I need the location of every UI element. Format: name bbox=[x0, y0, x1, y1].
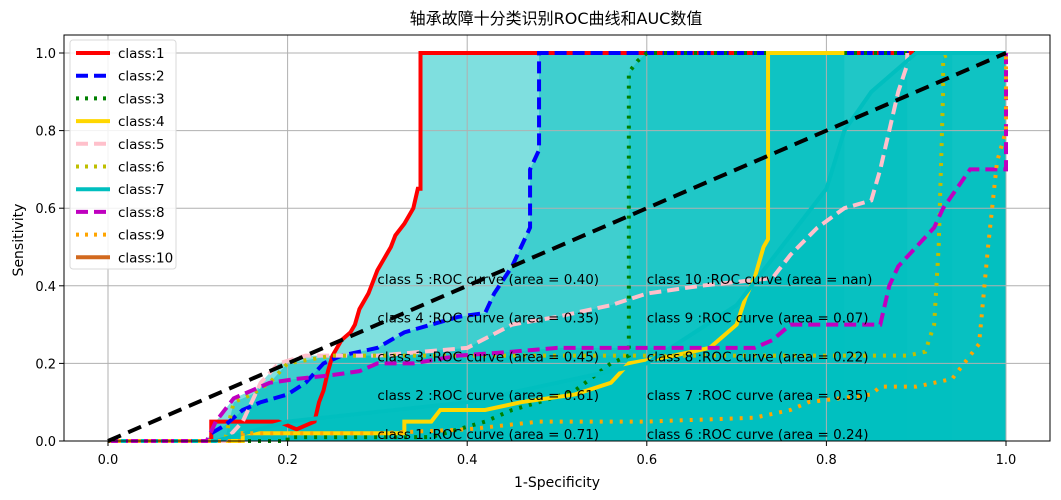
legend: class:1 class:2 class:3 class:4 class:5 class… bbox=[69, 39, 177, 270]
plot-area: class 5 :ROC curve (area = 0.40) class 4 … bbox=[63, 34, 1051, 443]
roc-curve-class-1 bbox=[108, 51, 1006, 443]
auc-annotation: class 7 :ROC curve (area = 0.35) bbox=[647, 388, 869, 404]
y-tick-label: 0.0 bbox=[35, 435, 56, 450]
auc-annotation: class 8 :ROC curve (area = 0.22) bbox=[647, 349, 869, 365]
auc-annotation: class 10 :ROC curve (area = nan) bbox=[647, 272, 873, 288]
y-axis-ticks: 0.0 0.2 0.4 0.6 0.8 1.0 bbox=[35, 47, 64, 450]
roc-curve-class-3 bbox=[108, 51, 1006, 443]
legend-label: class:2 bbox=[118, 69, 165, 85]
plot-frame bbox=[63, 34, 1051, 442]
y-tick-label: 0.2 bbox=[35, 357, 56, 372]
legend-label: class:1 bbox=[118, 46, 165, 62]
legend-label: class:10 bbox=[118, 250, 173, 266]
legend-label: class:9 bbox=[118, 228, 165, 244]
auc-annotation: class 4 :ROC curve (area = 0.35) bbox=[377, 311, 599, 327]
y-tick-label: 0.4 bbox=[35, 280, 56, 295]
legend-label: class:5 bbox=[118, 137, 165, 153]
auc-annotation: class 9 :ROC curve (area = 0.07) bbox=[647, 311, 869, 327]
legend-label: class:8 bbox=[118, 205, 165, 221]
auc-annotation: class 2 :ROC curve (area = 0.61) bbox=[377, 388, 599, 404]
roc-curve-class-4 bbox=[108, 51, 845, 443]
x-axis-ticks: 0.0 0.2 0.4 0.6 0.8 1.0 bbox=[98, 441, 1017, 468]
legend-label: class:4 bbox=[118, 114, 165, 130]
roc-curve-class-5 bbox=[108, 53, 910, 443]
auc-annotation: class 6 :ROC curve (area = 0.24) bbox=[647, 427, 869, 443]
x-tick-label: 0.6 bbox=[636, 453, 657, 468]
x-axis-label: 1-Specificity bbox=[514, 475, 600, 491]
y-tick-label: 1.0 bbox=[35, 47, 56, 62]
area-fill bbox=[108, 53, 1006, 441]
legend-label: class:3 bbox=[118, 91, 165, 107]
y-tick-label: 0.6 bbox=[35, 202, 56, 217]
legend-label: class:7 bbox=[118, 182, 165, 198]
x-tick-label: 0.4 bbox=[457, 453, 478, 468]
area-fill bbox=[108, 53, 1006, 441]
roc-curve-class-7 bbox=[108, 51, 1006, 443]
x-tick-label: 0.0 bbox=[98, 453, 119, 468]
roc-curve-class-6 bbox=[108, 51, 953, 443]
chance-diagonal bbox=[107, 51, 1007, 443]
roc-curve-class-2 bbox=[108, 51, 1006, 443]
roc-curves bbox=[108, 51, 1008, 443]
auc-annotation: class 3 :ROC curve (area = 0.45) bbox=[377, 349, 599, 365]
x-tick-label: 0.8 bbox=[816, 453, 837, 468]
auc-annotations: class 5 :ROC curve (area = 0.40) class 4 … bbox=[377, 272, 872, 443]
x-tick-label: 1.0 bbox=[996, 453, 1017, 468]
roc-curve-class-8 bbox=[108, 53, 1008, 443]
auc-annotation: class 5 :ROC curve (area = 0.40) bbox=[377, 272, 599, 288]
x-tick-label: 0.2 bbox=[277, 453, 298, 468]
roc-curve-class-9 bbox=[108, 53, 1008, 443]
auc-annotation: class 1 :ROC curve (area = 0.71) bbox=[377, 427, 599, 443]
y-axis-label: Sensitivity bbox=[11, 204, 27, 277]
legend-label: class:6 bbox=[118, 160, 165, 176]
y-tick-label: 0.8 bbox=[35, 125, 56, 140]
chart-title: 轴承故障十分类识别ROC曲线和AUC数值 bbox=[410, 9, 703, 28]
